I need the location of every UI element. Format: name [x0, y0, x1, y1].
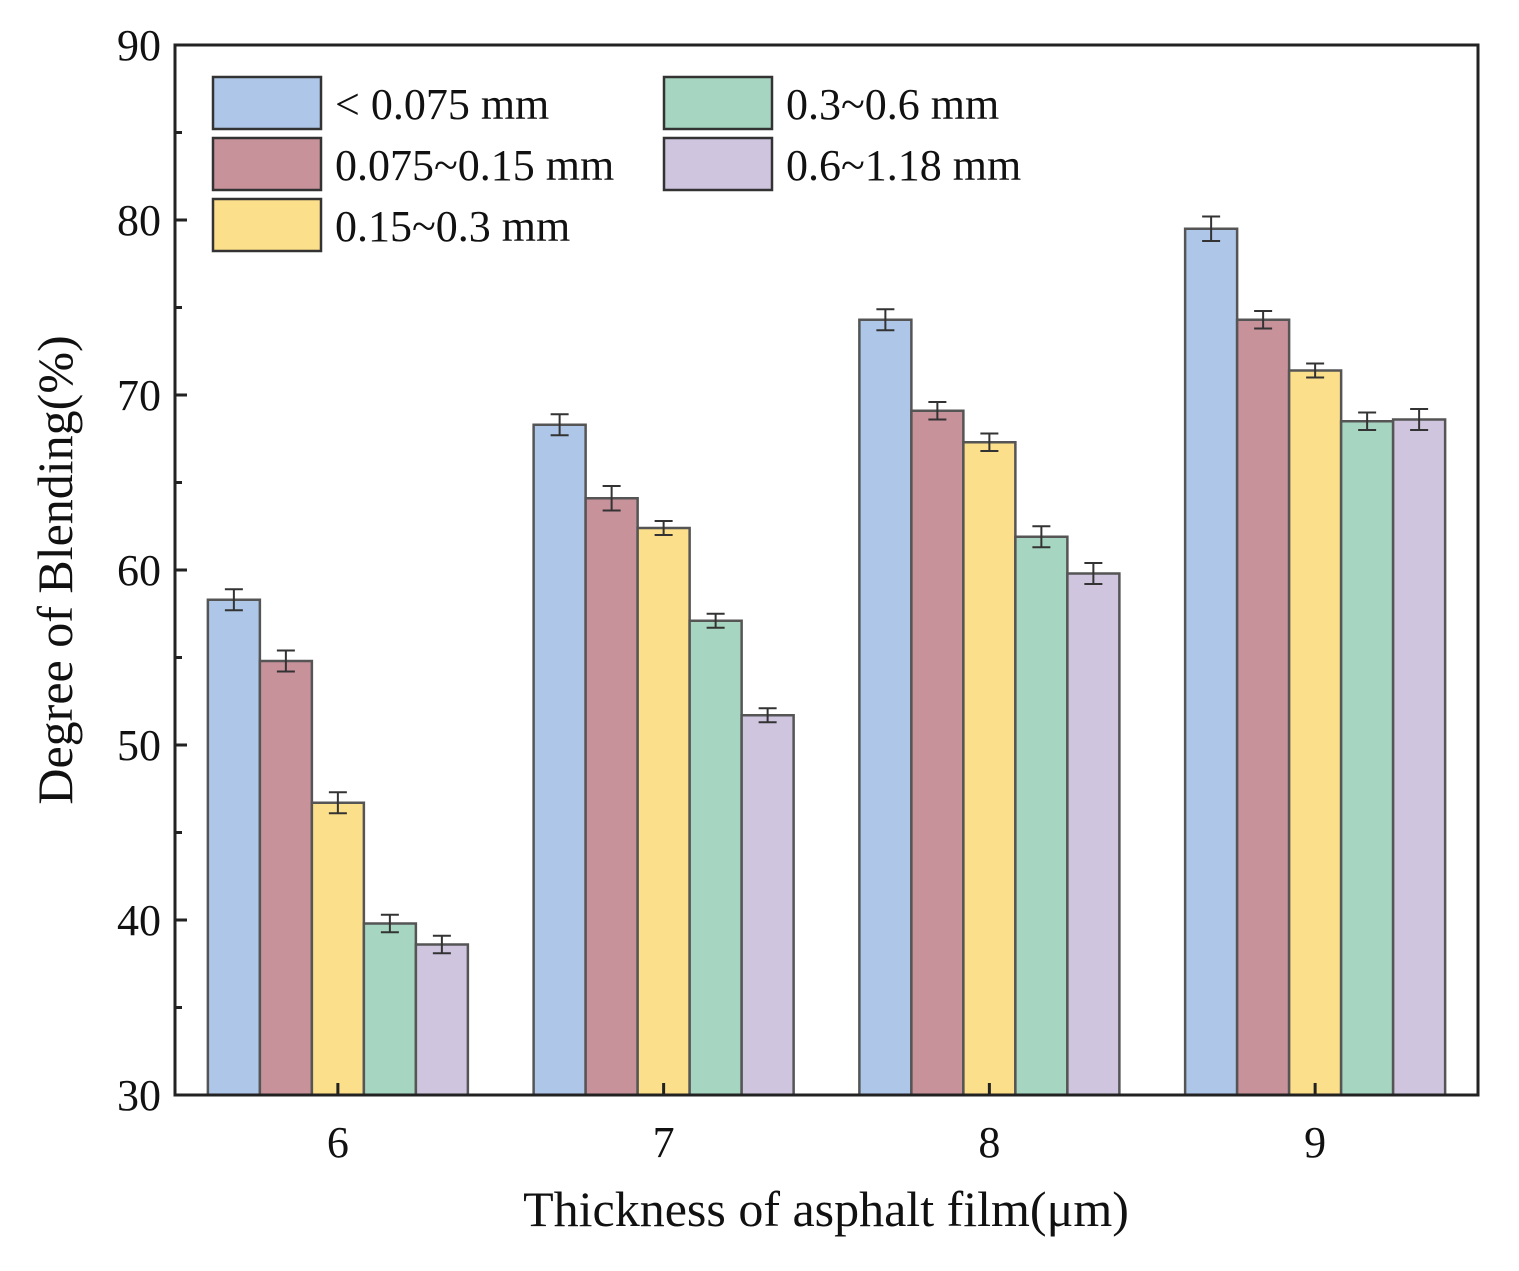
error-bar — [602, 485, 621, 512]
bar — [1235, 318, 1291, 1097]
bar — [310, 801, 366, 1097]
error-bar — [1306, 362, 1325, 379]
legend-item: < 0.075 mm — [211, 75, 549, 131]
bar — [1287, 369, 1343, 1097]
legend-item: 0.3~0.6 mm — [662, 75, 999, 131]
legend-swatch — [662, 75, 774, 131]
x-tick-label: 9 — [1304, 1118, 1326, 1167]
error-bars-layer — [224, 215, 1429, 955]
error-bar — [328, 791, 347, 815]
legend-label: 0.6~1.18 mm — [786, 141, 1021, 190]
legend-item: 0.075~0.15 mm — [211, 136, 614, 192]
bar — [532, 423, 587, 1097]
bar — [362, 922, 418, 1097]
legend-item: 0.6~1.18 mm — [662, 136, 1021, 192]
error-bar — [654, 520, 673, 536]
error-bar — [1358, 411, 1377, 431]
legend-swatch — [662, 136, 774, 192]
error-bar — [550, 413, 569, 437]
x-tick-label: 7 — [653, 1118, 675, 1167]
bar — [1014, 535, 1069, 1097]
error-bar — [980, 432, 999, 452]
error-bar — [432, 934, 451, 955]
bar — [910, 409, 965, 1097]
legend-label: 0.3~0.6 mm — [786, 80, 999, 129]
bar — [636, 526, 691, 1097]
y-tick-label: 90 — [117, 21, 161, 70]
bar — [962, 441, 1017, 1097]
error-bar — [1410, 408, 1429, 431]
bar — [858, 318, 913, 1097]
bars-layer — [206, 227, 1447, 1097]
bar — [1183, 227, 1239, 1097]
y-tick-label: 80 — [117, 196, 161, 245]
y-tick-label: 40 — [117, 896, 161, 945]
x-axis-title: Thickness of asphalt film(μm) — [523, 1181, 1129, 1237]
error-bar — [276, 649, 295, 673]
legend-label: < 0.075 mm — [335, 80, 549, 129]
error-bar — [758, 707, 777, 724]
error-bar — [706, 612, 725, 629]
legend-swatch — [211, 197, 323, 253]
bar — [740, 714, 795, 1097]
error-bar — [1202, 215, 1221, 242]
legend-label: 0.075~0.15 mm — [335, 141, 614, 190]
y-tick-label: 70 — [117, 371, 161, 420]
error-bar — [1032, 525, 1051, 549]
legend: < 0.075 mm 0.075~0.15 mm 0.15~0.3 mm 0.3~0.… — [211, 75, 1021, 253]
bar — [688, 619, 743, 1097]
legend-item: 0.15~0.3 mm — [211, 197, 570, 253]
legend-label: 0.15~0.3 mm — [335, 202, 570, 251]
bar — [1066, 572, 1121, 1097]
error-bar — [1254, 310, 1273, 330]
error-bar — [224, 588, 243, 612]
legend-swatch — [211, 75, 323, 131]
bar — [1391, 418, 1447, 1097]
y-tick-label: 50 — [117, 721, 161, 770]
y-axis: 30 40 50 60 70 80 90 — [117, 21, 187, 1120]
error-bar — [380, 913, 399, 934]
bar — [1339, 420, 1395, 1097]
y-tick-label: 60 — [117, 546, 161, 595]
bar — [206, 598, 262, 1097]
error-bar — [1084, 562, 1103, 585]
x-tick-label: 6 — [327, 1118, 349, 1167]
error-bar — [928, 401, 947, 421]
x-tick-label: 8 — [978, 1118, 1000, 1167]
bar — [258, 659, 314, 1097]
bar — [584, 497, 639, 1097]
bar — [414, 943, 470, 1097]
y-axis-title: Degree of Blending(%) — [27, 335, 83, 804]
legend-swatch — [211, 136, 323, 192]
error-bar — [876, 308, 895, 332]
x-axis: 6 7 8 9 — [327, 1083, 1326, 1167]
y-tick-label: 30 — [117, 1071, 161, 1120]
